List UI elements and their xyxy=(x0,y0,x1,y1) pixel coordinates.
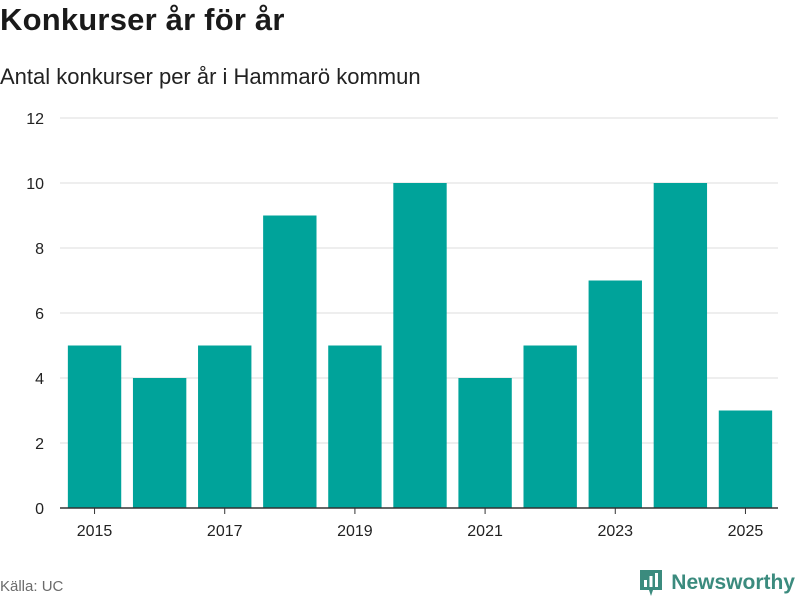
y-tick-label: 0 xyxy=(35,501,44,518)
x-tick-label: 2023 xyxy=(597,523,633,540)
bar-2023 xyxy=(588,280,642,508)
bar-2021 xyxy=(458,378,512,508)
bar-2024 xyxy=(653,183,708,508)
chart-title: Konkurser år för år xyxy=(0,2,285,37)
y-tick-label: 12 xyxy=(26,111,44,128)
chart-subtitle: Antal konkurser per år i Hammarö kommun xyxy=(0,64,421,89)
bar-chart: 0 2 4 6 8 10 12 2015 2017 2019 2021 2023 2025 xyxy=(26,111,778,540)
bar-2018 xyxy=(263,215,317,508)
bar-2019 xyxy=(328,345,382,508)
y-tick-label: 8 xyxy=(35,241,44,258)
x-tick-label: 2017 xyxy=(207,523,243,540)
bar-2016 xyxy=(132,378,187,508)
x-tick-label: 2019 xyxy=(337,523,373,540)
brand-logo: Newsworthy xyxy=(638,568,795,598)
brand-name: Newsworthy xyxy=(671,571,795,594)
y-tick-label: 2 xyxy=(35,436,44,453)
x-tick-label: 2021 xyxy=(467,523,503,540)
y-tick-label: 4 xyxy=(35,371,44,388)
y-tick-label: 6 xyxy=(35,306,44,323)
bar-2020 xyxy=(393,183,447,508)
x-axis-ticks: 2015 2017 2019 2021 2023 2025 xyxy=(77,508,764,540)
x-tick-label: 2025 xyxy=(728,523,764,540)
bar-2022 xyxy=(523,345,577,508)
y-axis-ticks: 0 2 4 6 8 10 12 xyxy=(26,111,44,518)
bar-2015 xyxy=(67,345,122,508)
x-tick-label: 2015 xyxy=(77,523,113,540)
source-note: Källa: UC xyxy=(0,578,64,595)
bars xyxy=(67,183,773,508)
y-tick-label: 10 xyxy=(26,176,44,193)
newsworthy-logo-icon xyxy=(640,570,663,596)
bar-2025 xyxy=(718,410,773,508)
bar-2017 xyxy=(198,345,252,508)
